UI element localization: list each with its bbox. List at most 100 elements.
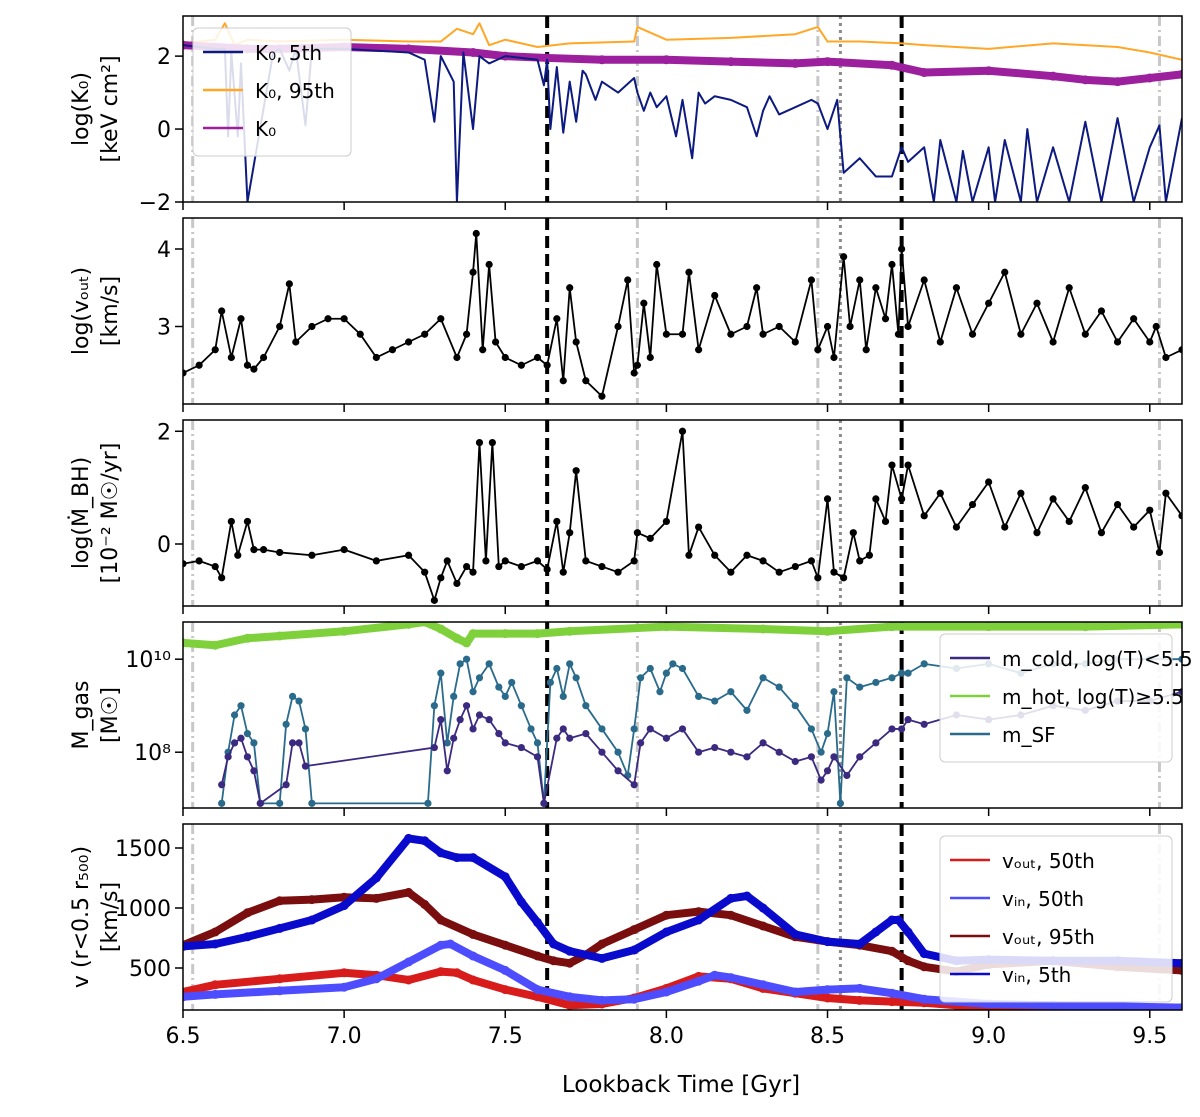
- data-point: [775, 748, 783, 756]
- y-axis-label-line: v (r<0.5 r₅₀₀): [69, 846, 94, 988]
- data-point: [646, 664, 654, 673]
- data-point: [566, 284, 574, 292]
- data-point: [307, 895, 317, 905]
- data-point: [936, 489, 944, 497]
- data-point: [881, 517, 890, 526]
- data-point: [904, 461, 912, 469]
- data-point: [482, 557, 490, 565]
- data-point: [711, 697, 719, 705]
- data-point: [598, 725, 606, 733]
- data-point: [469, 268, 477, 276]
- data-point: [984, 622, 994, 632]
- data-point: [452, 633, 462, 643]
- data-point: [855, 995, 865, 1005]
- data-point: [630, 369, 638, 377]
- data-point: [517, 743, 525, 752]
- data-point: [404, 44, 414, 54]
- data-point: [662, 734, 670, 742]
- data-point: [836, 799, 845, 807]
- data-point: [656, 688, 664, 696]
- data-point: [1001, 268, 1009, 276]
- data-point: [872, 495, 880, 503]
- data-point: [887, 60, 897, 70]
- legend-box: [939, 835, 1173, 1003]
- data-point: [495, 730, 503, 738]
- data-point: [517, 361, 525, 369]
- data-point: [823, 57, 833, 67]
- data-point: [843, 771, 851, 780]
- data-point: [301, 762, 310, 770]
- data-point: [183, 992, 188, 1002]
- data-point: [646, 725, 654, 733]
- data-point: [210, 927, 220, 937]
- data-point: [475, 438, 484, 447]
- data-point: [856, 276, 864, 284]
- data-point: [495, 683, 503, 691]
- data-point: [250, 767, 258, 775]
- y-tick-label: 1000: [115, 897, 171, 922]
- data-point: [887, 915, 897, 925]
- data-point: [430, 743, 438, 752]
- data-point: [469, 568, 477, 576]
- y-axis-label-line: log(Ṁ_BH): [68, 457, 94, 569]
- data-point: [695, 748, 703, 756]
- data-point: [743, 551, 751, 559]
- data-point: [250, 365, 258, 373]
- panel-outflow_velocity: 3 4 log(vₒᵤₜ) [km/s]: [69, 217, 1183, 412]
- data-point: [404, 975, 414, 985]
- data-point: [711, 551, 719, 559]
- y-tick-label: 0: [157, 118, 171, 143]
- data-point: [543, 361, 551, 369]
- data-point: [855, 983, 865, 993]
- data-point: [501, 557, 509, 565]
- data-point: [629, 994, 639, 1004]
- data-point: [898, 245, 906, 253]
- data-point: [598, 748, 606, 756]
- data-point: [572, 467, 580, 475]
- data-point: [445, 939, 455, 949]
- data-point: [527, 725, 535, 733]
- data-point: [218, 307, 226, 315]
- data-point: [823, 730, 832, 738]
- data-point: [421, 330, 429, 338]
- data-point: [758, 980, 768, 990]
- data-point: [500, 965, 510, 975]
- data-point: [250, 546, 258, 554]
- data-point: [759, 330, 767, 338]
- data-point: [292, 338, 300, 346]
- data-point: [582, 377, 590, 385]
- data-point: [462, 655, 471, 663]
- series-velocity_percentiles-1-band: [183, 940, 1182, 1010]
- data-point: [553, 734, 561, 742]
- data-point: [462, 562, 471, 571]
- data-point: [1081, 484, 1089, 492]
- data-point: [661, 622, 671, 632]
- data-point: [646, 534, 654, 542]
- data-point: [823, 495, 832, 503]
- data-point: [678, 330, 687, 338]
- data-point: [743, 753, 751, 761]
- data-point: [614, 767, 622, 775]
- data-point: [436, 940, 446, 950]
- data-point: [791, 702, 799, 710]
- data-point: [678, 427, 687, 435]
- data-point: [637, 674, 645, 682]
- legend-label: vₒᵤₜ, 50th: [1002, 849, 1095, 873]
- y-axis-label-line: [km/s]: [98, 276, 123, 346]
- y-axis-label: log(vₒᵤₜ) [km/s]: [69, 267, 123, 355]
- data-point: [695, 523, 703, 531]
- data-point: [456, 716, 464, 724]
- data-point: [452, 853, 462, 863]
- data-point: [758, 624, 768, 634]
- data-point: [758, 921, 768, 931]
- data-point: [340, 315, 348, 323]
- data-point: [856, 753, 864, 761]
- data-point: [230, 711, 239, 719]
- data-point: [404, 833, 414, 843]
- data-point: [1001, 523, 1009, 531]
- legend-label: K₀, 5th: [255, 41, 322, 65]
- y-axis-label-line: [M☉]: [98, 687, 123, 743]
- data-point: [533, 753, 542, 761]
- data-point: [985, 478, 993, 486]
- data-point: [468, 47, 478, 57]
